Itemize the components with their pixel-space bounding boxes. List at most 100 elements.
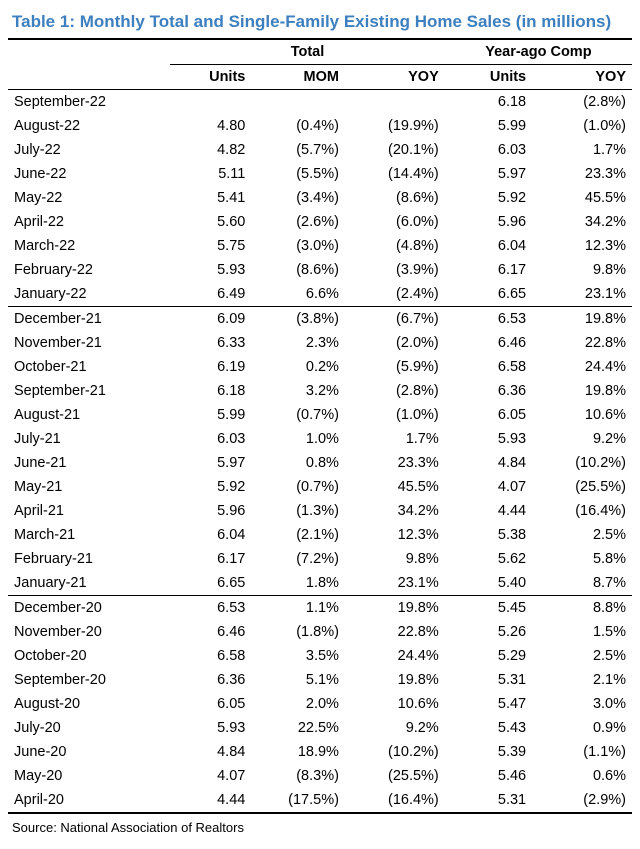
row-label: September-21	[8, 379, 170, 403]
table-row: June-225.11(5.5%)(14.4%)5.9723.3%	[8, 162, 632, 186]
cell-value: (1.0%)	[532, 114, 632, 138]
row-label: June-20	[8, 740, 170, 764]
cell-value: 12.3%	[345, 523, 445, 547]
row-label: July-20	[8, 716, 170, 740]
cell-value: 5.31	[445, 788, 532, 813]
cell-value: 9.2%	[345, 716, 445, 740]
cell-value: 0.9%	[532, 716, 632, 740]
cell-value: (0.7%)	[251, 403, 345, 427]
cell-value: 8.8%	[532, 596, 632, 621]
cell-value: (14.4%)	[345, 162, 445, 186]
cell-value: 4.80	[170, 114, 251, 138]
cell-value: (3.8%)	[251, 307, 345, 332]
cell-value: (6.0%)	[345, 210, 445, 234]
cell-value	[251, 90, 345, 115]
row-label: February-22	[8, 258, 170, 282]
table-row: March-225.75(3.0%)(4.8%)6.0412.3%	[8, 234, 632, 258]
cell-value: 5.93	[445, 427, 532, 451]
header-blank	[8, 39, 170, 65]
row-label: December-21	[8, 307, 170, 332]
header-group-total: Total	[170, 39, 445, 65]
table-row: January-226.496.6%(2.4%)6.6523.1%	[8, 282, 632, 307]
cell-value: (3.0%)	[251, 234, 345, 258]
cell-value: 5.96	[170, 499, 251, 523]
cell-value: 23.3%	[532, 162, 632, 186]
table-row: August-215.99(0.7%)(1.0%)6.0510.6%	[8, 403, 632, 427]
cell-value: 9.2%	[532, 427, 632, 451]
table-row: September-206.365.1%19.8%5.312.1%	[8, 668, 632, 692]
row-label: December-20	[8, 596, 170, 621]
cell-value: 5.43	[445, 716, 532, 740]
table-row: September-216.183.2%(2.8%)6.3619.8%	[8, 379, 632, 403]
cell-value: 34.2%	[532, 210, 632, 234]
row-label: November-21	[8, 331, 170, 355]
cell-value: (3.4%)	[251, 186, 345, 210]
table-row: August-206.052.0%10.6%5.473.0%	[8, 692, 632, 716]
cell-value: 6.09	[170, 307, 251, 332]
cell-value: 19.8%	[345, 668, 445, 692]
cell-value: 23.1%	[532, 282, 632, 307]
row-label: August-21	[8, 403, 170, 427]
row-label: July-21	[8, 427, 170, 451]
cell-value: 5.11	[170, 162, 251, 186]
cell-value: (3.9%)	[345, 258, 445, 282]
cell-value: (1.1%)	[532, 740, 632, 764]
cell-value: 6.17	[445, 258, 532, 282]
table-row: November-206.46(1.8%)22.8%5.261.5%	[8, 620, 632, 644]
cell-value: (8.6%)	[345, 186, 445, 210]
cell-value: 4.82	[170, 138, 251, 162]
cell-value: 9.8%	[345, 547, 445, 571]
cell-value: 1.1%	[251, 596, 345, 621]
cell-value: 5.99	[445, 114, 532, 138]
cell-value: (0.7%)	[251, 475, 345, 499]
cell-value: 6.19	[170, 355, 251, 379]
cell-value: (6.7%)	[345, 307, 445, 332]
header-col-yoy2: YOY	[532, 65, 632, 90]
row-label: March-21	[8, 523, 170, 547]
cell-value: 19.8%	[532, 379, 632, 403]
cell-value: 6.58	[170, 644, 251, 668]
row-label: March-22	[8, 234, 170, 258]
cell-value: 1.8%	[251, 571, 345, 596]
header-col-mom: MOM	[251, 65, 345, 90]
table-row: June-204.8418.9%(10.2%)5.39(1.1%)	[8, 740, 632, 764]
cell-value: 6.05	[445, 403, 532, 427]
cell-value: 4.84	[445, 451, 532, 475]
cell-value: 6.53	[170, 596, 251, 621]
cell-value: (2.0%)	[345, 331, 445, 355]
cell-value: 5.92	[170, 475, 251, 499]
cell-value: (2.4%)	[345, 282, 445, 307]
cell-value: (5.7%)	[251, 138, 345, 162]
table-row: February-225.93(8.6%)(3.9%)6.179.8%	[8, 258, 632, 282]
row-label: April-22	[8, 210, 170, 234]
cell-value: (17.5%)	[251, 788, 345, 813]
cell-value: 6.04	[445, 234, 532, 258]
cell-value: 5.38	[445, 523, 532, 547]
cell-value: 1.5%	[532, 620, 632, 644]
row-label: April-20	[8, 788, 170, 813]
cell-value: 18.9%	[251, 740, 345, 764]
cell-value: (25.5%)	[532, 475, 632, 499]
cell-value: 6.18	[445, 90, 532, 115]
cell-value: 4.07	[170, 764, 251, 788]
cell-value: 6.03	[170, 427, 251, 451]
cell-value: 6.05	[170, 692, 251, 716]
table-row: July-224.82(5.7%)(20.1%)6.031.7%	[8, 138, 632, 162]
source-note: Source: National Association of Realtors	[12, 820, 632, 835]
row-label: September-20	[8, 668, 170, 692]
cell-value: 6.36	[170, 668, 251, 692]
cell-value: (1.3%)	[251, 499, 345, 523]
cell-value: 5.97	[170, 451, 251, 475]
cell-value: 5.75	[170, 234, 251, 258]
cell-value: 8.7%	[532, 571, 632, 596]
header-col-0	[8, 65, 170, 90]
cell-value: 5.62	[445, 547, 532, 571]
cell-value: 5.97	[445, 162, 532, 186]
cell-value: 3.0%	[532, 692, 632, 716]
cell-value: 2.1%	[532, 668, 632, 692]
cell-value: (2.8%)	[532, 90, 632, 115]
table-row: June-215.970.8%23.3%4.84(10.2%)	[8, 451, 632, 475]
cell-value: 19.8%	[532, 307, 632, 332]
cell-value: 9.8%	[532, 258, 632, 282]
cell-value: 5.29	[445, 644, 532, 668]
